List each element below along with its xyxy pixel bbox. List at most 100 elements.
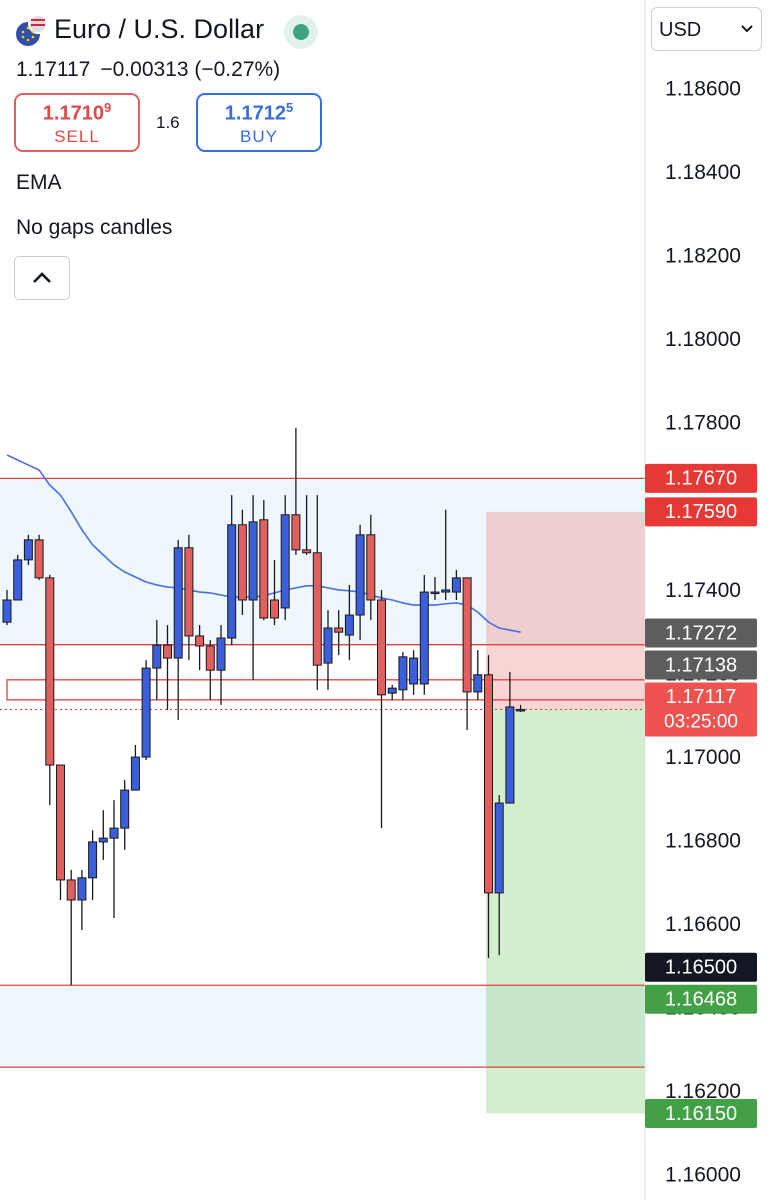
candle-body [366,534,376,601]
price-line: 1.17117 −0.00313 (−0.27%) [16,58,280,82]
candle-body [462,577,472,693]
candle-body [291,514,301,551]
candle-body [441,589,451,593]
candle-body [56,764,65,881]
countdown: 03:25:00 [664,711,738,732]
zone [0,985,645,1068]
candle-body [227,524,237,639]
buy-price-pip: 5 [285,100,294,115]
zone [0,478,645,645]
price-label-bg [645,618,757,648]
y-tick-label: 1.18200 [665,245,741,268]
candle-body [270,599,279,619]
candle-body [494,802,504,894]
candle-body [216,637,226,671]
candle-body [516,708,526,712]
candle-body [302,549,312,554]
price-change: −0.00313 (−0.27%) [100,58,281,81]
y-tick-label: 1.16000 [665,1164,741,1187]
candle-body [2,599,12,623]
candle-body [334,627,344,633]
y-tick-label: 1.18400 [665,161,741,184]
market-status [284,15,318,49]
candle-body [130,756,140,791]
sell-price: 1.1710 [42,102,104,125]
collapse-button[interactable] [14,256,70,300]
sell-price-pip: 9 [103,100,112,115]
currency-select[interactable]: USD [651,7,762,51]
price-label: 1.17138 [665,654,737,676]
candle-body [141,667,151,758]
y-tick-label: 1.17400 [665,579,741,602]
candle-body [34,539,44,579]
price-label-bg [645,497,757,527]
price-label: 1.17272 [665,622,737,644]
price-label: 1.16150 [665,1103,737,1125]
price-label: 1.16500 [665,957,737,979]
dropdown-arrow [741,25,753,33]
price-label: 1.16468 [665,989,737,1011]
price-label: 1.17590 [665,501,737,523]
buy-label: BUY [240,126,278,146]
price-label: 1.17670 [665,468,737,490]
y-tick-label: 1.18000 [665,328,741,351]
candle-body [484,674,493,894]
candle-body [88,841,98,879]
candle-body [23,539,33,561]
y-tick-label: 1.17000 [665,746,741,769]
price-label-bg [645,952,757,982]
price-label-bg [645,682,757,737]
candle-body [312,552,322,666]
candle-body [109,827,119,839]
candle-body [344,614,354,636]
candle-body [473,674,483,693]
candle-body [13,559,23,601]
price-label-bg [645,650,757,680]
buy-price: 1.1712 [224,102,286,125]
candle-body [152,644,162,669]
price-label-bg [645,984,757,1014]
candle-body [505,706,515,804]
symbol-icon [16,14,48,46]
indicator-ema[interactable]: EMA [16,171,62,194]
y-tick-label: 1.18600 [665,77,741,100]
indicator-candles[interactable]: No gaps candles [16,216,173,239]
y-tick-label: 1.17800 [665,412,741,435]
candle-body [398,656,408,691]
candle-body [163,644,172,659]
price-label-bg [645,463,757,493]
candle-body [184,547,194,637]
y-tick-label: 1.16200 [665,1080,741,1103]
y-tick-label: 1.16800 [665,829,741,852]
buy-button[interactable]: 1.17125 BUY [196,93,322,152]
candle-body [451,577,461,593]
candle-body [323,627,333,664]
candle-body [355,534,365,616]
candle-body [280,514,290,609]
candle-body [387,687,397,694]
last-price: 1.17117 [16,58,91,81]
price-label: 1.17117 [666,686,737,708]
chevron-up [33,272,51,283]
candle-body [419,591,429,685]
candle-body [77,877,87,901]
candle-body [430,591,440,595]
candle-body [205,645,215,671]
candle-body [173,547,183,659]
y-tick-label: 1.16600 [665,913,741,936]
candle-body [98,837,108,843]
candle-body [409,657,419,685]
spread: 1.6 [156,113,180,132]
candle-body [377,599,386,696]
candle-body [195,635,205,647]
currency: USD [659,19,702,41]
sell-button[interactable]: 1.17109 SELL [14,93,140,152]
sell-label: SELL [54,126,100,146]
candle-body [120,789,130,829]
candle-body [45,577,55,766]
candle-body [66,879,76,901]
candle-body [237,524,247,601]
position-risk [486,511,645,710]
